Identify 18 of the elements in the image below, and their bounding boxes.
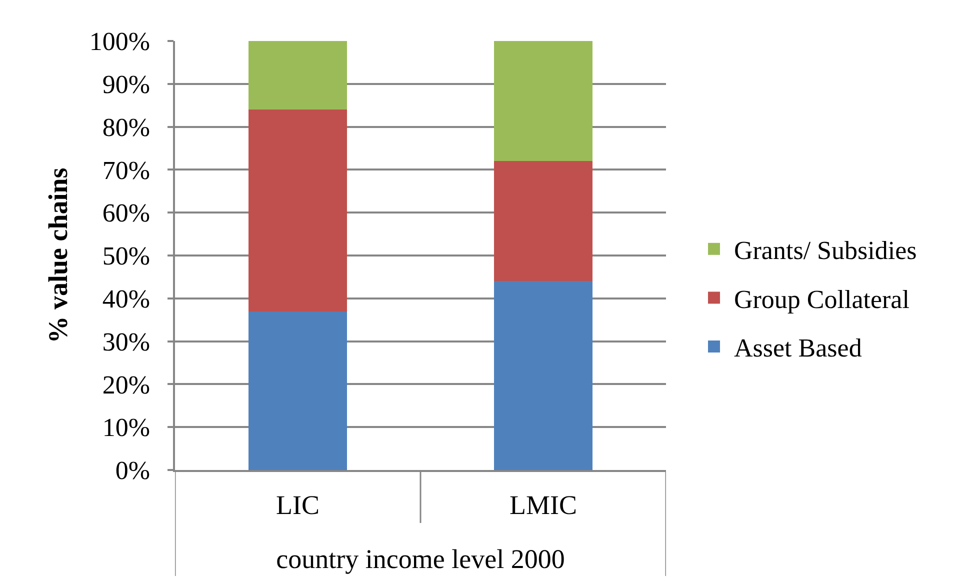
x-tick-label: LIC [276,490,320,520]
y-axis-title: % value chains [42,168,73,344]
x-axis-title: country income level 2000 [276,544,565,574]
y-tick-label: 30% [102,327,150,356]
y-tick-label: 90% [102,70,150,99]
y-tick-label: 50% [102,242,150,271]
legend-label: Grants/ Subsidies [734,236,917,266]
legend-label: Group Collateral [734,284,910,314]
x-tick-label: LMIC [510,490,577,520]
legend-label: Asset Based [734,334,862,363]
y-tick-label: 40% [102,284,150,314]
y-tick-label: 10% [102,413,150,442]
y-tick-label: 80% [102,112,150,142]
y-tick-label: 100% [89,27,150,56]
y-tick-label: 60% [102,198,150,228]
y-tick-label: 70% [102,156,150,185]
y-tick-label: 20% [102,370,150,400]
y-tick-label: 0% [115,456,150,486]
